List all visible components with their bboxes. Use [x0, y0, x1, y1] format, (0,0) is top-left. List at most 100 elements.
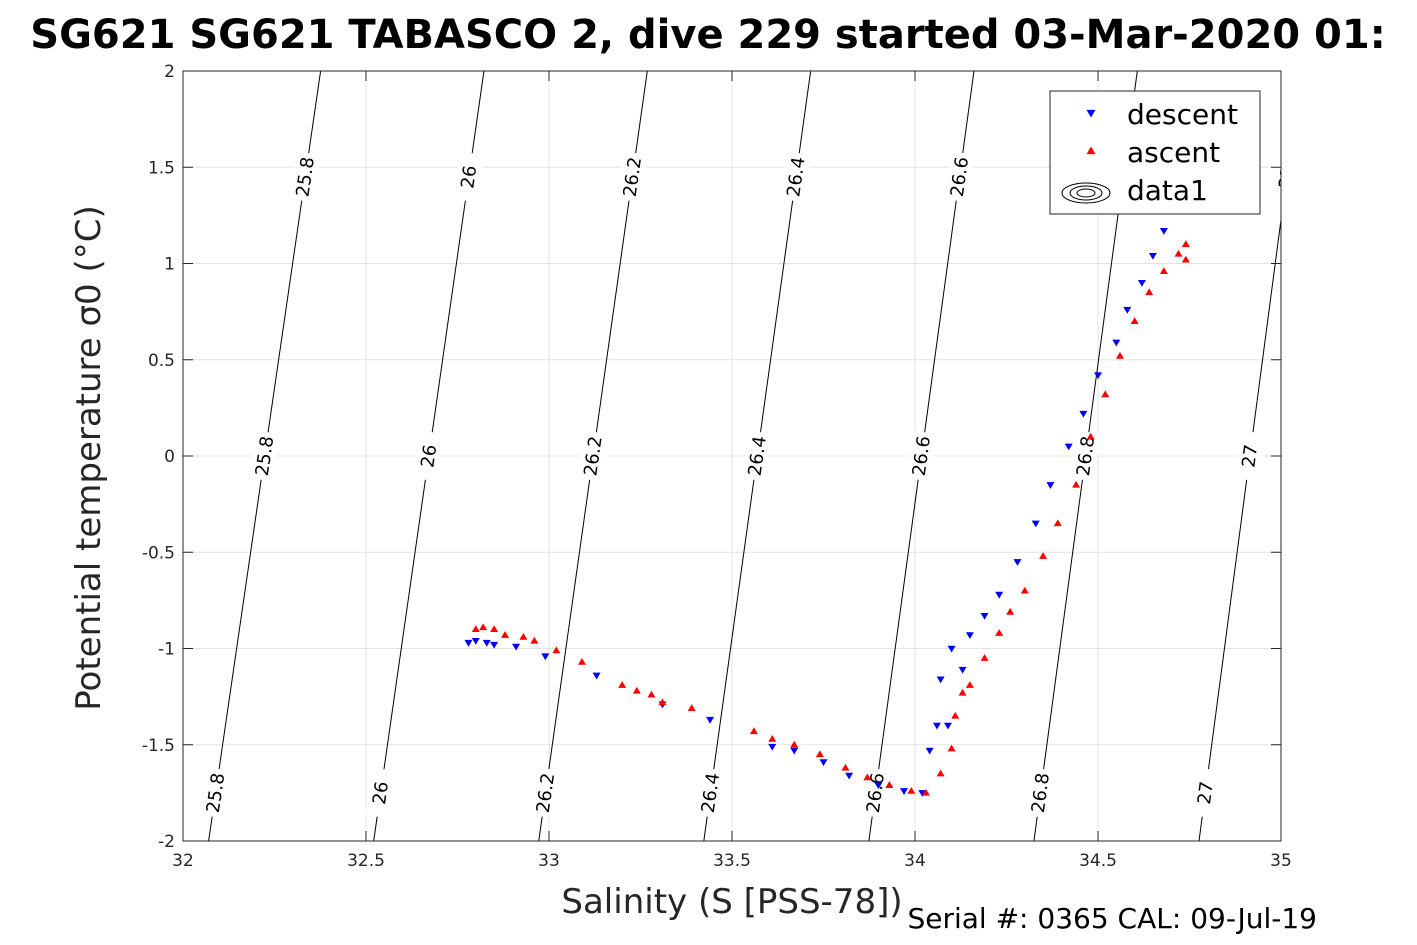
descent-point — [995, 591, 1004, 599]
isopycnal-label: 26 — [417, 443, 441, 469]
ascent-point — [1006, 607, 1015, 615]
y-tick-label: 0.5 — [148, 351, 175, 371]
ascent-point — [863, 773, 872, 781]
ascent-point — [1130, 317, 1139, 325]
descent-point — [1079, 410, 1088, 418]
y-tick-label: 1.5 — [148, 158, 175, 178]
legend: descent ascent data1 — [1049, 90, 1261, 215]
descent-point — [932, 722, 941, 730]
y-axis-label: Potential temperature σ0 (°C) — [69, 205, 109, 711]
isopycnal-label: 26 — [457, 164, 481, 190]
descent-point — [1137, 279, 1146, 287]
ascent-point — [921, 788, 930, 796]
ascent-point — [768, 734, 777, 742]
legend-contour-icon — [1076, 188, 1096, 198]
descent-point — [947, 645, 956, 653]
isopycnal-label: 27.2 — [1402, 435, 1417, 477]
descent-point — [471, 638, 480, 645]
descent-point — [1046, 482, 1055, 489]
legend-ascent-marker — [1086, 146, 1096, 155]
isopycnal-26: 26 26 26 — [365, 71, 485, 841]
descent-point — [900, 788, 909, 795]
isopycnal-label-bg — [1355, 768, 1385, 819]
ascent-point — [577, 657, 586, 665]
descent-point — [768, 743, 777, 751]
descent-point — [845, 772, 854, 780]
ascent-point — [1181, 240, 1190, 248]
descent-point — [1112, 339, 1121, 347]
x-tick-label: 34 — [904, 851, 926, 871]
ascent-point — [530, 636, 539, 644]
isopycnal-label: 27 — [1194, 780, 1218, 805]
legend-contour-icon — [1069, 185, 1103, 201]
isopycnal-27: 27 27 27 — [1190, 151, 1281, 841]
ascent-point — [1020, 586, 1029, 594]
isopycnal-label: 27.2 — [1358, 772, 1384, 814]
ascent-point — [471, 625, 480, 633]
isopycnal-label-bg — [453, 151, 485, 203]
isopycnal-label-bg — [944, 151, 975, 203]
descent-point — [1123, 306, 1132, 314]
ascent-point — [1181, 255, 1190, 263]
legend-descent-marker — [1086, 109, 1096, 118]
descent-point — [541, 653, 550, 661]
ascent-point — [885, 781, 894, 788]
isopycnal-label-bg — [577, 430, 609, 482]
descent-point — [943, 722, 952, 730]
x-tick-label: 35 — [1270, 851, 1292, 871]
isopycnal-27.2: 27.227.227.2 — [1355, 71, 1417, 841]
ascent-point — [841, 763, 850, 771]
isopycnal-label-bg — [617, 151, 648, 203]
ascent-point — [687, 704, 696, 711]
isopycnal-label-bg — [780, 151, 812, 203]
isopycnal-label-bg — [1399, 431, 1417, 482]
isopycnal-label-bg — [1190, 767, 1221, 819]
ascent-point — [1039, 552, 1048, 559]
descent-series — [464, 187, 1187, 797]
descent-point — [1031, 520, 1040, 528]
descent-point — [936, 676, 945, 684]
ascent-point — [790, 740, 799, 748]
x-tick-label: 32 — [172, 851, 194, 871]
isopycnal-label-bg — [1025, 767, 1056, 819]
isopycnal-26.2: 26.226.226.2 — [530, 71, 648, 841]
ascent-point — [1072, 480, 1081, 488]
isopycnal-label-bg — [1271, 151, 1281, 203]
y-tick-label: 0 — [164, 447, 175, 467]
descent-point — [482, 639, 491, 647]
isopycnal-label-bg — [289, 151, 321, 203]
isopycnal-label-bg — [695, 767, 726, 819]
isopycnal-label-bg — [1234, 430, 1265, 482]
isopycnal-label-bg — [1070, 430, 1101, 482]
ascent-point — [1174, 249, 1183, 257]
descent-point — [1094, 372, 1102, 380]
ascent-point — [1159, 267, 1168, 274]
ascent-point — [965, 681, 974, 688]
isopycnal-label-bg — [742, 430, 773, 482]
ascent-point — [1086, 432, 1095, 440]
descent-point — [1064, 443, 1073, 451]
data-points — [464, 187, 1190, 797]
y-tick-label: 2 — [164, 62, 175, 82]
descent-point — [1159, 227, 1168, 235]
isopycnal-label-bg — [200, 767, 231, 819]
y-tick-label: -1 — [158, 640, 175, 660]
ascent-point — [501, 631, 510, 638]
ascent-point — [1145, 288, 1154, 296]
descent-point — [874, 782, 883, 790]
x-tick-label: 33.5 — [713, 851, 751, 871]
legend-descent-label: descent — [1127, 98, 1238, 131]
ascent-point — [647, 690, 656, 698]
isopycnal-26.4: 26.426.426.4 — [695, 71, 812, 841]
descent-point — [706, 716, 715, 724]
ascent-series — [471, 240, 1190, 796]
descent-point — [980, 612, 989, 620]
legend-contour-icon — [1061, 182, 1111, 204]
x-axis-label: Salinity (S [PSS-78]) — [561, 882, 902, 922]
isopycnal-label-bg — [365, 767, 396, 819]
x-tick-label: 33 — [538, 851, 560, 871]
ascent-point — [519, 632, 528, 640]
ascent-point — [658, 698, 667, 706]
descent-point — [965, 632, 974, 640]
